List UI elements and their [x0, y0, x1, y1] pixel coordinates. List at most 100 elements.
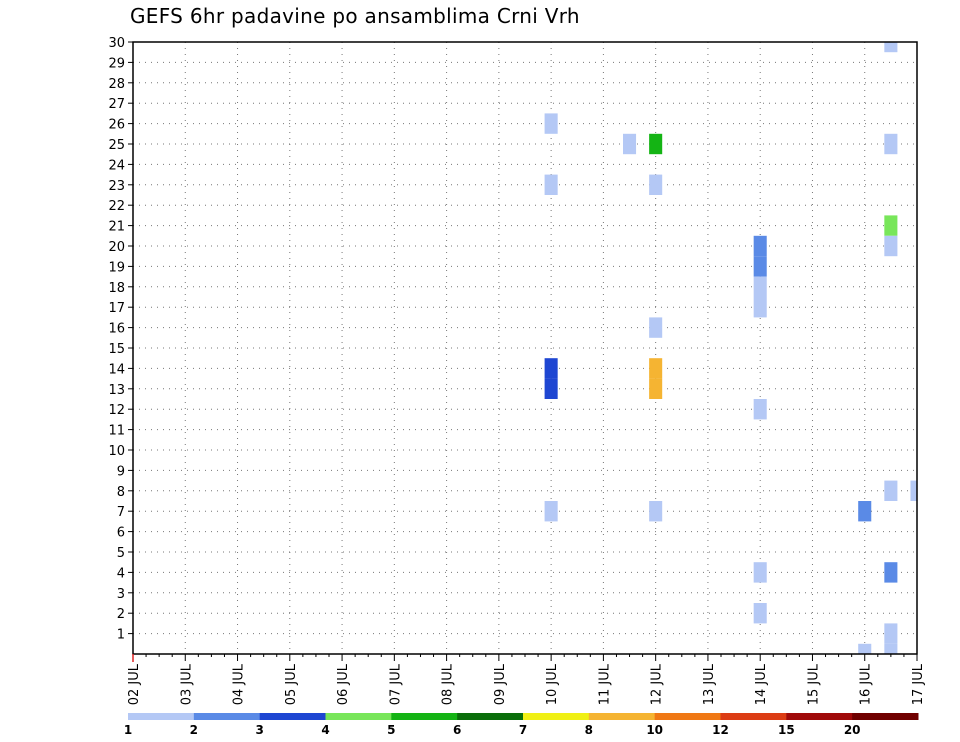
y-tick-label: 29 — [108, 56, 125, 71]
colorbar-swatch — [523, 713, 590, 720]
colorbar-label: 6 — [453, 723, 461, 737]
precip-cell — [649, 358, 663, 379]
precip-cell — [884, 623, 898, 644]
precip-cell — [753, 399, 767, 420]
precip-cell — [649, 133, 663, 155]
x-tick-label: 09 JUL — [493, 663, 508, 705]
y-tick-label: 3 — [117, 587, 125, 602]
x-tick-label: 12 JUL — [650, 663, 665, 705]
colorbar-label: 7 — [519, 723, 527, 737]
x-tick-label: 06 JUL — [336, 663, 351, 705]
y-tick-label: 15 — [108, 342, 125, 357]
precip-cell — [753, 603, 767, 624]
grid-lines — [133, 41, 917, 654]
y-tick-label: 9 — [117, 464, 125, 479]
colorbar-label: 10 — [646, 723, 663, 737]
x-tick-label: 13 JUL — [702, 663, 717, 705]
precip-cell — [544, 378, 558, 399]
cells — [544, 42, 917, 654]
x-tick-label: 17 JUL — [911, 663, 926, 705]
x-tick-label: 11 JUL — [597, 663, 612, 705]
colorbar-label: 20 — [844, 723, 861, 737]
y-tick-label: 2 — [117, 607, 125, 622]
precip-cell — [753, 256, 767, 277]
precip-cell — [753, 276, 767, 297]
y-tick-label: 24 — [108, 158, 125, 173]
x-axis: 02 JUL 03 JUL 04 JUL 05 JUL 06 JUL 07 JUL 08 J… — [127, 654, 926, 705]
y-tick-label: 8 — [117, 485, 125, 500]
colorbar-swatch — [325, 713, 392, 720]
precip-cell — [858, 501, 872, 522]
x-tick-label: 02 JUL — [127, 663, 142, 705]
colorbar-label: 8 — [585, 723, 593, 737]
colorbar-swatch — [588, 713, 656, 720]
colorbar-label: 4 — [321, 723, 329, 737]
y-tick-label: 25 — [108, 138, 125, 153]
precip-cell — [884, 42, 898, 53]
precip-cell — [544, 113, 558, 134]
colorbar-swatch — [391, 713, 458, 720]
colorbar-label: 2 — [190, 723, 198, 737]
colorbar-label: 3 — [255, 723, 263, 737]
y-tick-label: 7 — [117, 505, 125, 520]
y-tick-label: 13 — [108, 383, 125, 398]
precip-cell — [649, 501, 663, 522]
precip-cell — [544, 174, 558, 195]
colorbar-swatch — [457, 713, 524, 720]
colorbar-swatch — [852, 713, 919, 720]
x-tick-label: 03 JUL — [179, 663, 194, 705]
y-tick-label: 23 — [108, 179, 125, 194]
colorbar-swatch — [654, 713, 721, 720]
colorbar-swatch — [259, 713, 326, 720]
y-tick-label: 30 — [108, 36, 125, 51]
colorbar-swatch — [128, 713, 195, 720]
precip-cell — [753, 562, 767, 583]
y-tick-label: 17 — [108, 301, 125, 316]
y-tick-label: 16 — [108, 322, 125, 337]
precip-cell — [753, 297, 767, 318]
colorbar-label: 5 — [387, 723, 395, 737]
x-tick-label: 07 JUL — [388, 663, 403, 705]
precip-cell — [753, 235, 767, 257]
precip-cell — [544, 358, 558, 379]
y-tick-label: 27 — [108, 97, 125, 112]
colorbar-label: 1 — [124, 723, 132, 737]
colorbar-swatch — [786, 713, 853, 720]
y-tick-label: 21 — [108, 220, 125, 235]
precip-cell — [884, 133, 898, 155]
x-tick-label: 16 JUL — [859, 663, 874, 705]
precip-cell — [884, 643, 898, 654]
precip-cell — [544, 501, 558, 522]
precip-cell — [884, 235, 898, 257]
precip-cell — [649, 174, 663, 195]
colorbar: 1 2 3 4 5 6 7 8 10 12 15 20 — [124, 713, 919, 737]
chart-title: GEFS 6hr padavine po ansamblima Crni Vrh — [130, 4, 580, 28]
precip-cell — [623, 133, 637, 155]
precip-cell — [884, 215, 898, 236]
y-tick-label: 14 — [108, 362, 125, 377]
y-tick-label: 1 — [117, 628, 125, 643]
x-tick-label: 15 JUL — [806, 663, 821, 705]
x-tick-label: 05 JUL — [284, 663, 299, 705]
y-tick-label: 26 — [108, 118, 125, 133]
x-tick-label: 14 JUL — [754, 663, 769, 705]
x-tick-label: 10 JUL — [545, 663, 560, 705]
colorbar-swatch — [193, 713, 261, 720]
y-tick-label: 20 — [108, 240, 125, 255]
colorbar-label: 15 — [778, 723, 795, 737]
colorbar-label: 12 — [712, 723, 729, 737]
y-tick-label: 28 — [108, 77, 125, 92]
precip-cell — [649, 317, 663, 338]
x-tick-label: 08 JUL — [441, 663, 456, 705]
precip-cell — [884, 562, 898, 583]
y-axis: 1234567891011121314151617181920212223242… — [108, 36, 133, 643]
y-tick-label: 10 — [108, 444, 125, 459]
y-tick-label: 18 — [108, 281, 125, 296]
precip-cell — [649, 378, 663, 399]
y-tick-label: 12 — [108, 403, 125, 418]
y-tick-label: 4 — [117, 566, 125, 581]
y-tick-label: 6 — [117, 526, 125, 541]
precip-cell — [884, 480, 898, 501]
y-tick-label: 19 — [108, 260, 125, 275]
